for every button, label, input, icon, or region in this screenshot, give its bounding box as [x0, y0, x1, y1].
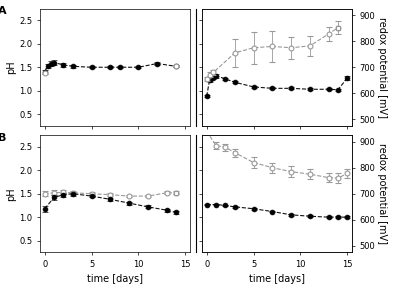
Y-axis label: pH: pH: [6, 60, 16, 74]
Y-axis label: redox potential [mV]: redox potential [mV]: [377, 143, 387, 244]
Y-axis label: redox potential [mV]: redox potential [mV]: [377, 17, 387, 118]
Text: B: B: [0, 133, 6, 143]
Text: A: A: [0, 6, 7, 16]
Y-axis label: pH: pH: [6, 187, 16, 201]
X-axis label: time [days]: time [days]: [249, 275, 305, 284]
X-axis label: time [days]: time [days]: [87, 275, 143, 284]
